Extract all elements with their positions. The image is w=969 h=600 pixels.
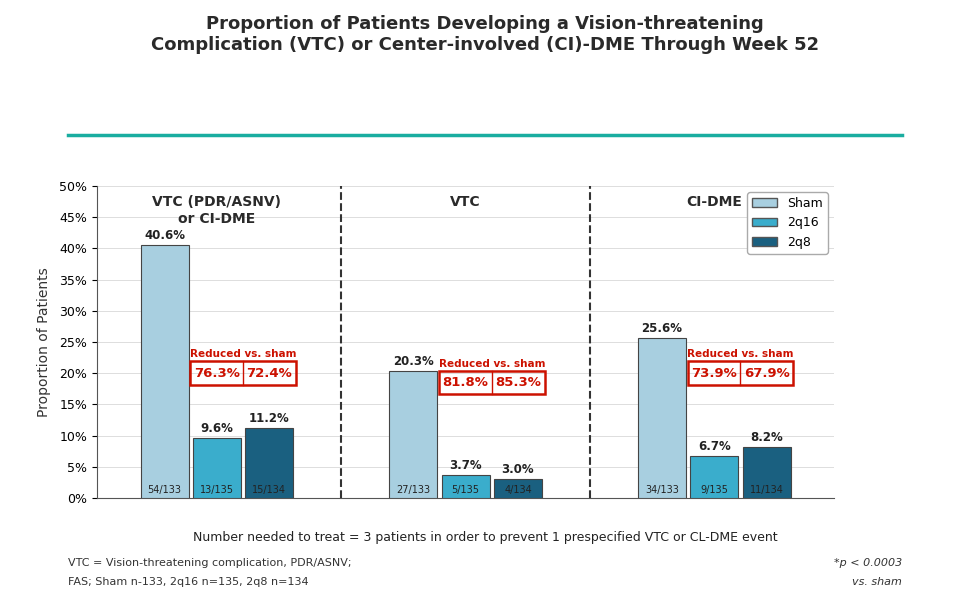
Text: VTC (PDR/ASNV)
or CI-DME: VTC (PDR/ASNV) or CI-DME [152,196,281,226]
Text: 25.6%: 25.6% [641,322,682,335]
Text: 11.2%: 11.2% [249,412,290,425]
Legend: Sham, 2q16, 2q8: Sham, 2q16, 2q8 [746,192,828,254]
Bar [493,479,542,498]
Text: 3.0%: 3.0% [501,463,534,476]
Bar [638,338,685,498]
Text: Proportion of Patients Developing a Vision-threatening
Complication (VTC) or Cen: Proportion of Patients Developing a Visi… [151,15,818,54]
Bar [687,361,793,385]
Text: 13/135: 13/135 [200,485,234,495]
Text: Reduced vs. sham: Reduced vs. sham [190,349,297,359]
Y-axis label: Proportion of Patients: Proportion of Patients [37,267,51,417]
Text: 11/134: 11/134 [749,485,783,495]
Text: 6.7%: 6.7% [697,440,730,453]
Text: 9.6%: 9.6% [201,422,234,435]
Text: CI-DME: CI-DME [686,196,741,209]
Text: 85.3%: 85.3% [494,376,541,389]
Text: 15/134: 15/134 [252,485,286,495]
Text: 67.9%: 67.9% [743,367,789,380]
Text: 4/134: 4/134 [504,485,531,495]
Bar [690,456,737,498]
Text: 73.9%: 73.9% [691,367,736,380]
Text: 20.3%: 20.3% [392,355,433,368]
Bar [441,475,489,498]
Bar [193,438,240,498]
Text: Reduced vs. sham: Reduced vs. sham [438,359,545,369]
Text: 3.7%: 3.7% [449,459,482,472]
Bar [389,371,437,498]
Text: 34/133: 34/133 [644,485,678,495]
Text: VTC = Vision-threatening complication, PDR/ASNV;: VTC = Vision-threatening complication, P… [68,558,351,568]
Text: 81.8%: 81.8% [442,376,488,389]
Text: 40.6%: 40.6% [144,229,185,242]
Text: 27/133: 27/133 [395,485,430,495]
Bar [245,428,293,498]
Bar [190,361,296,385]
Bar [141,245,188,498]
Text: Number needed to treat = 3 patients in order to prevent 1 prespecified VTC or CL: Number needed to treat = 3 patients in o… [193,531,776,544]
Text: 9/135: 9/135 [700,485,728,495]
Text: 5/135: 5/135 [452,485,479,495]
Text: 8.2%: 8.2% [749,431,782,444]
Text: VTC: VTC [450,196,481,209]
Text: vs. sham: vs. sham [852,577,901,587]
Text: 54/133: 54/133 [147,485,181,495]
Bar [742,447,790,498]
Text: 76.3%: 76.3% [194,367,239,380]
Text: *p < 0.0003: *p < 0.0003 [833,558,901,568]
Bar [439,371,544,394]
Text: 72.4%: 72.4% [246,367,292,380]
Text: FAS; Sham n-133, 2q16 n=135, 2q8 n=134: FAS; Sham n-133, 2q16 n=135, 2q8 n=134 [68,577,308,587]
Text: Reduced vs. sham: Reduced vs. sham [686,349,793,359]
